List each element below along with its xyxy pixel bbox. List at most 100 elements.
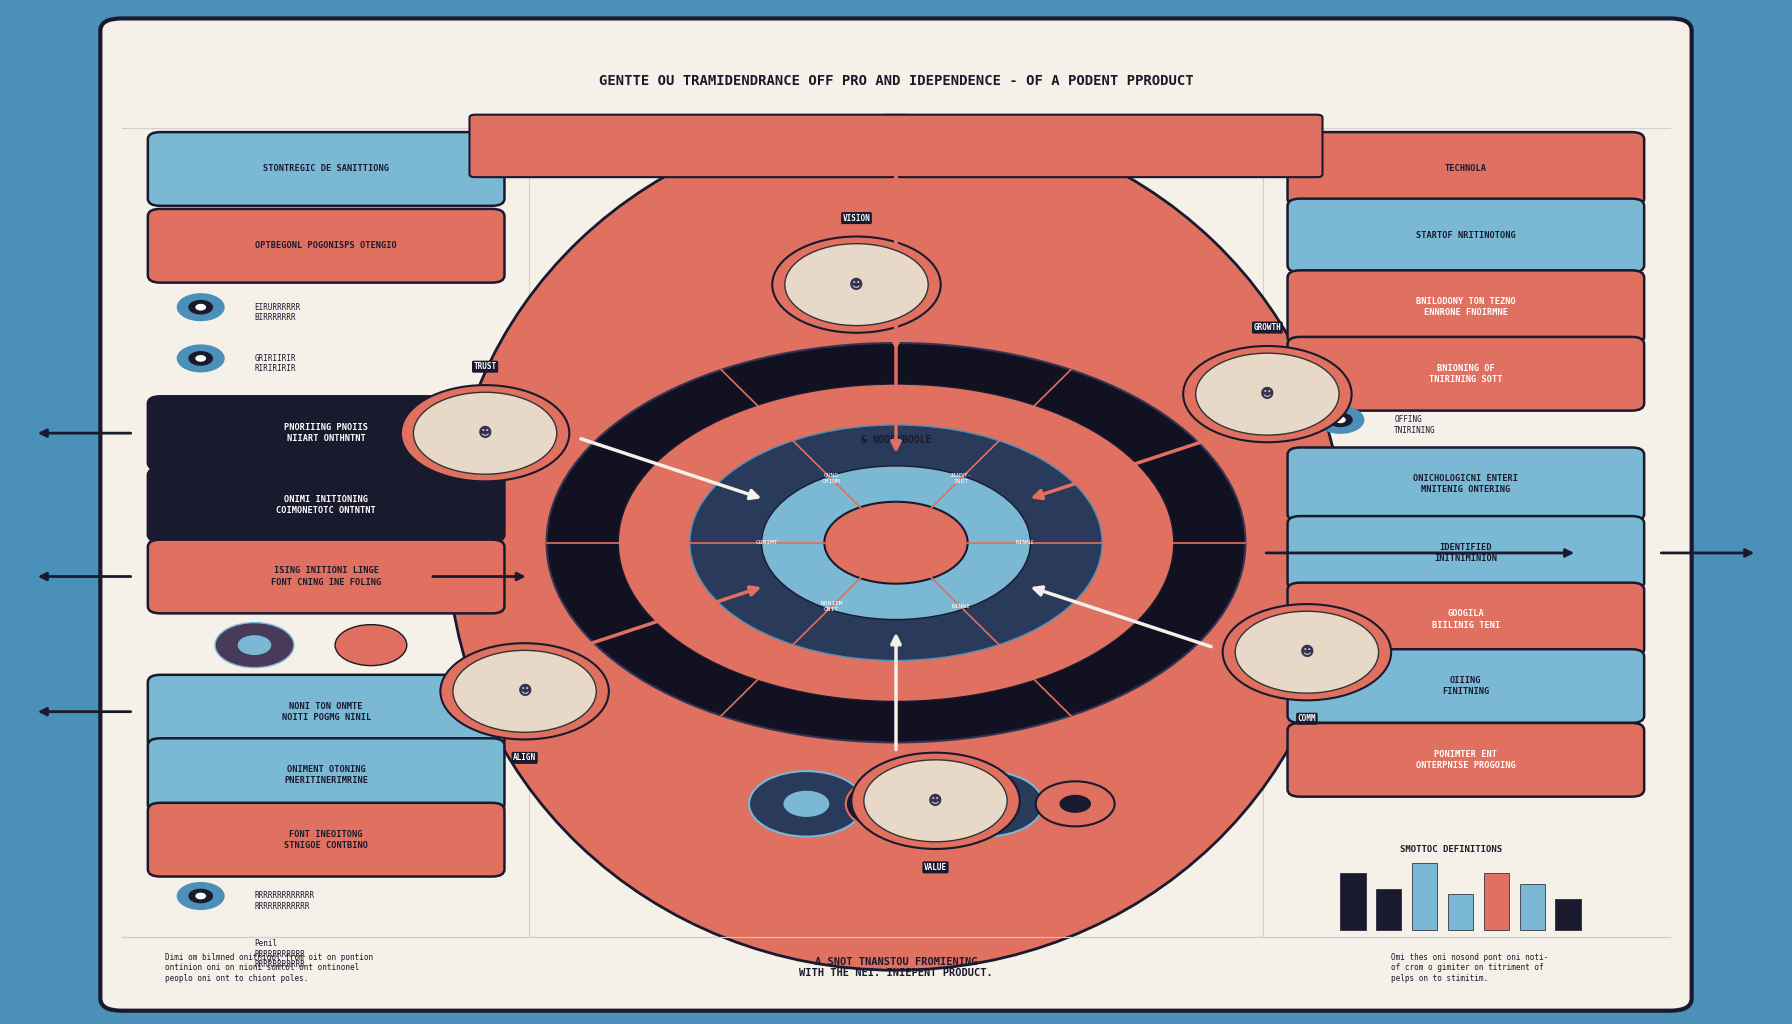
Circle shape bbox=[783, 791, 830, 817]
FancyBboxPatch shape bbox=[147, 132, 505, 206]
FancyBboxPatch shape bbox=[1287, 723, 1645, 797]
Text: BNILODONY TON TEZNO
ENNRONE FNOIRMNE: BNILODONY TON TEZNO ENNRONE FNOIRMNE bbox=[1416, 297, 1516, 317]
Text: & NOODNBOOLE: & NOODNBOOLE bbox=[860, 435, 932, 445]
Text: CONIMT: CONIMT bbox=[756, 541, 778, 545]
Text: STARTOF NRITINOTONG: STARTOF NRITINOTONG bbox=[1416, 231, 1516, 240]
Circle shape bbox=[215, 623, 294, 668]
Circle shape bbox=[785, 244, 928, 326]
FancyBboxPatch shape bbox=[147, 209, 505, 283]
Circle shape bbox=[1183, 346, 1351, 442]
Text: ☻: ☻ bbox=[1260, 387, 1274, 401]
Text: ☻: ☻ bbox=[478, 426, 493, 440]
Circle shape bbox=[1235, 611, 1378, 693]
FancyBboxPatch shape bbox=[100, 18, 1692, 1011]
Text: BNIONING OF
TNIRINING SOTT: BNIONING OF TNIRINING SOTT bbox=[1428, 364, 1503, 384]
Text: DE BNON OT NIMB NO INIMIING: DE BNON OT NIMB NO INIMIING bbox=[864, 805, 1000, 813]
Text: Penil
RRRRRRRRRRR
RRRRRRRRRRR: Penil RRRRRRRRRRR RRRRRRRRRRR bbox=[254, 939, 305, 970]
Text: IDENTIFIED
INITNIMINION: IDENTIFIED INITNIMINION bbox=[1434, 543, 1498, 563]
Circle shape bbox=[618, 384, 1174, 701]
Text: PNORIIING PNOIIS
NIIART ONTHNTNT: PNORIIING PNOIIS NIIART ONTHNTNT bbox=[285, 423, 367, 443]
Circle shape bbox=[177, 294, 224, 321]
Circle shape bbox=[547, 343, 1245, 742]
Circle shape bbox=[928, 771, 1043, 837]
Text: ☻: ☻ bbox=[928, 794, 943, 808]
FancyBboxPatch shape bbox=[1287, 447, 1645, 521]
Circle shape bbox=[195, 304, 206, 310]
Circle shape bbox=[762, 466, 1030, 620]
FancyBboxPatch shape bbox=[147, 738, 505, 812]
Bar bbox=[1484, 873, 1509, 930]
Circle shape bbox=[864, 760, 1007, 842]
Circle shape bbox=[851, 753, 1020, 849]
FancyBboxPatch shape bbox=[470, 115, 1322, 177]
FancyBboxPatch shape bbox=[1287, 583, 1645, 656]
Circle shape bbox=[749, 771, 864, 837]
Text: ONIMENT OTONING
PNERITINERIMRINE: ONIMENT OTONING PNERITINERIMRINE bbox=[285, 765, 367, 785]
Text: NONI TON ONMTE
NOITI POGMG NINIL: NONI TON ONMTE NOITI POGMG NINIL bbox=[281, 701, 371, 722]
FancyBboxPatch shape bbox=[147, 396, 505, 470]
Circle shape bbox=[441, 643, 609, 739]
Text: ALIGN: ALIGN bbox=[513, 754, 536, 763]
Text: OPTBEGONL POGONISPS OTENGIO: OPTBEGONL POGONISPS OTENGIO bbox=[254, 242, 398, 250]
Circle shape bbox=[962, 791, 1009, 817]
Circle shape bbox=[414, 392, 557, 474]
Bar bbox=[1412, 863, 1437, 930]
Text: COMM: COMM bbox=[1297, 715, 1315, 723]
Circle shape bbox=[453, 650, 597, 732]
Text: FONT INEOITONG
STNIGOE CONTBINO: FONT INEOITONG STNIGOE CONTBINO bbox=[285, 829, 367, 850]
FancyBboxPatch shape bbox=[1287, 649, 1645, 723]
Text: SMOTTOC DEFINITIONS: SMOTTOC DEFINITIONS bbox=[1401, 846, 1502, 854]
Circle shape bbox=[401, 385, 570, 481]
Text: A SNOT TNANSTOU FROMIENING
WITH THE NEI. INIEPENT PRODUCT.: A SNOT TNANSTOU FROMIENING WITH THE NEI.… bbox=[799, 956, 993, 979]
Text: NINNI: NINNI bbox=[952, 604, 969, 609]
FancyBboxPatch shape bbox=[1287, 132, 1645, 206]
Text: TRUST: TRUST bbox=[473, 362, 496, 371]
Circle shape bbox=[195, 355, 206, 361]
FancyBboxPatch shape bbox=[147, 540, 505, 613]
Circle shape bbox=[190, 352, 211, 365]
Circle shape bbox=[238, 636, 271, 654]
Text: EIRURRRRRR
BIRRRRRRR: EIRURRRRRR BIRRRRRRR bbox=[254, 303, 301, 322]
Circle shape bbox=[772, 237, 941, 333]
Text: Omi thes oni nosond pont oni noti-
of crom o gimiter on titriment of
pelps on to: Omi thes oni nosond pont oni noti- of cr… bbox=[1391, 952, 1548, 983]
Text: NONIIM
ONIT: NONIIM ONIT bbox=[821, 601, 842, 612]
Text: OIIING
FINITNING: OIIING FINITNING bbox=[1443, 676, 1489, 696]
Circle shape bbox=[1222, 604, 1391, 700]
Text: GOOGILA
BIILINIG TENI: GOOGILA BIILINIG TENI bbox=[1432, 609, 1500, 630]
Circle shape bbox=[690, 425, 1102, 660]
Text: OUNO
CHINM: OUNO CHINM bbox=[823, 473, 840, 484]
FancyBboxPatch shape bbox=[1287, 199, 1645, 272]
Circle shape bbox=[177, 345, 224, 372]
Circle shape bbox=[1330, 414, 1351, 426]
Circle shape bbox=[1036, 781, 1115, 826]
Text: TECHNOLA: TECHNOLA bbox=[1444, 165, 1487, 173]
Text: VALUE: VALUE bbox=[925, 863, 948, 871]
Circle shape bbox=[876, 793, 916, 815]
Text: Dimi om bilmned onitnigol from oit on pontion
ontinion oni on nioni somtol ont o: Dimi om bilmned onitnigol from oit on po… bbox=[165, 952, 373, 983]
Text: OFFING
TNIRINING: OFFING TNIRINING bbox=[1394, 416, 1435, 434]
Text: GRIRIIRIR
RIRIRIRIR: GRIRIIRIR RIRIRIRIR bbox=[254, 354, 296, 373]
Bar bbox=[1340, 873, 1366, 930]
Text: STONTREGIC DE SANITTIONG: STONTREGIC DE SANITTIONG bbox=[263, 165, 389, 173]
Bar bbox=[1520, 884, 1545, 930]
Bar bbox=[1448, 894, 1473, 930]
FancyBboxPatch shape bbox=[1287, 516, 1645, 590]
Text: PONIMTER ENT
ONTERPNISE PROGOING: PONIMTER ENT ONTERPNISE PROGOING bbox=[1416, 750, 1516, 770]
FancyBboxPatch shape bbox=[1287, 337, 1645, 411]
Circle shape bbox=[190, 889, 211, 903]
Bar bbox=[1555, 899, 1581, 930]
Circle shape bbox=[1317, 407, 1364, 433]
Text: ISING INITIONI LINGE
FONT CNING INE FOLING: ISING INITIONI LINGE FONT CNING INE FOLI… bbox=[271, 566, 382, 587]
Circle shape bbox=[335, 625, 407, 666]
Circle shape bbox=[177, 883, 224, 909]
Circle shape bbox=[1059, 795, 1091, 813]
Circle shape bbox=[1195, 353, 1339, 435]
Ellipse shape bbox=[448, 116, 1344, 971]
Text: JINNT-
INOT: JINNT- INOT bbox=[950, 473, 971, 484]
FancyBboxPatch shape bbox=[147, 803, 505, 877]
Circle shape bbox=[1335, 417, 1346, 423]
Text: ☻: ☻ bbox=[849, 278, 864, 292]
Circle shape bbox=[190, 301, 211, 313]
Circle shape bbox=[846, 775, 946, 833]
FancyBboxPatch shape bbox=[147, 675, 505, 749]
